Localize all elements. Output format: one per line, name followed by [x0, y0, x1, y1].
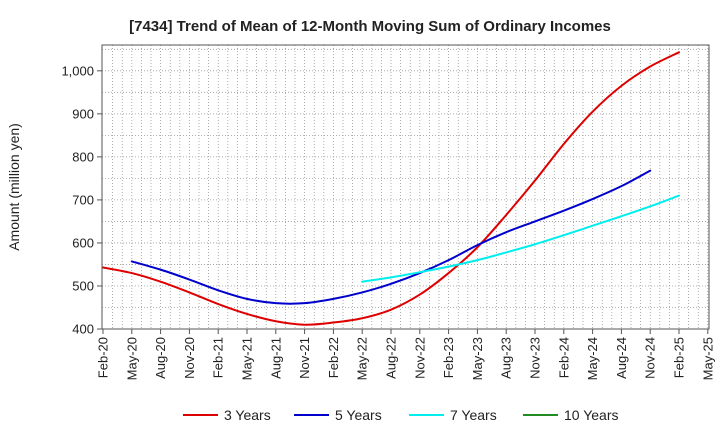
chart-title: [7434] Trend of Mean of 12-Month Moving …: [129, 18, 611, 35]
x-tick-label: May-21: [240, 337, 255, 380]
legend: 3 Years 5 Years 7 Years 10 Years: [183, 407, 619, 423]
grid: [102, 45, 709, 329]
x-tick-label: Nov-23: [528, 337, 543, 379]
x-tick-label: Nov-20: [182, 337, 197, 379]
legend-label-5-years: 5 Years: [335, 407, 382, 423]
x-tick-label: Nov-21: [297, 337, 312, 379]
x-tick-label: May-23: [470, 337, 485, 380]
series-layer: [102, 51, 680, 326]
x-tick-label: Aug-23: [499, 337, 514, 379]
x-tick-label: Aug-24: [614, 337, 629, 379]
plot-frame: [101, 44, 710, 330]
series-line-3-years: [102, 51, 680, 326]
x-tick-label: Aug-21: [268, 337, 283, 379]
x-tick-label: May-20: [124, 337, 139, 380]
y-tick-label: 700: [72, 192, 94, 207]
x-tick-label: Feb-25: [672, 337, 687, 378]
y-tick-label: 500: [72, 278, 94, 293]
y-tick-label: 600: [72, 235, 94, 250]
x-tick-label: Aug-22: [384, 337, 399, 379]
x-tick-label: Feb-21: [211, 337, 226, 378]
y-axis-label: Amount (million yen): [6, 123, 22, 251]
x-tick-label: May-24: [585, 337, 600, 380]
legend-label-3-years: 3 Years: [224, 407, 271, 423]
x-axis: Feb-20 May-20 Aug-20 Nov-20 Feb-21 May-21 Aug-…: [96, 329, 715, 380]
x-tick-label: May-22: [355, 337, 370, 380]
legend-label-7-years: 7 Years: [450, 407, 497, 423]
x-tick-label: Feb-20: [96, 337, 111, 378]
series-line-7-years: [361, 194, 680, 283]
y-tick-label: 900: [72, 106, 94, 121]
y-tick-label: 1,000: [61, 63, 94, 78]
x-tick-label: Feb-22: [326, 337, 341, 378]
x-tick-label: Feb-24: [556, 337, 571, 378]
x-tick-label: Feb-23: [441, 337, 456, 378]
legend-label-10-years: 10 Years: [564, 407, 619, 423]
y-tick-label: 800: [72, 149, 94, 164]
series-line-5-years: [130, 169, 652, 305]
x-tick-label: Nov-24: [643, 337, 658, 379]
y-axis: 400 500 600 700 800 900 1,000: [61, 63, 102, 337]
y-tick-label: 400: [72, 322, 94, 337]
x-tick-label: May-25: [700, 337, 715, 380]
x-tick-label: Nov-22: [412, 337, 427, 379]
x-tick-label: Aug-20: [153, 337, 168, 379]
